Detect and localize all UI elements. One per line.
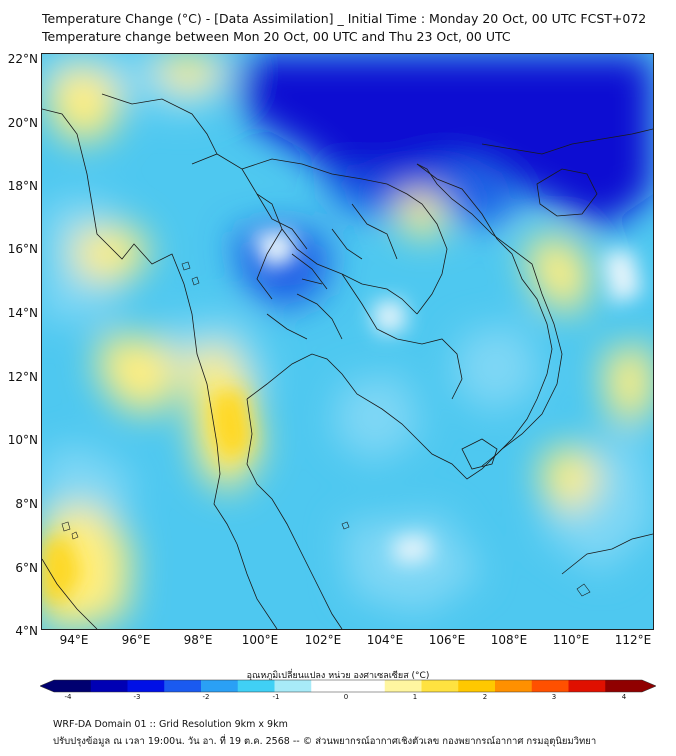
laos-border <box>241 158 448 315</box>
malay-peninsula-east <box>246 398 343 629</box>
lon-label-100e: 100°E <box>241 633 279 647</box>
malay-peninsula-west <box>236 543 278 629</box>
colorbar-tick-label: 0 <box>343 693 349 701</box>
colorbar <box>40 679 656 693</box>
lon-label-102e: 102°E <box>304 633 342 647</box>
colorbar-tick-label: 1 <box>412 693 418 701</box>
country-boundaries <box>42 93 653 629</box>
colorbar-segment <box>421 680 459 692</box>
island-outlines <box>61 261 591 597</box>
map-panel <box>41 53 654 630</box>
footer-model-info: WRF-DA Domain 01 :: Grid Resolution 9km … <box>53 719 288 730</box>
colorbar-segment <box>348 680 386 692</box>
mekong-delta <box>461 438 498 470</box>
lat-label-20n: 20°N <box>7 116 38 130</box>
colorbar-segment <box>54 680 92 692</box>
colorbar-segment <box>311 680 349 692</box>
temperature-change-map <box>42 54 653 629</box>
lon-label-106e: 106°E <box>428 633 466 647</box>
lon-label-108e: 108°E <box>490 633 528 647</box>
lat-label-4n: 4°N <box>15 624 38 638</box>
colorbar-segment <box>237 680 275 692</box>
footer-credit: ปรับปรุงข้อมูล ณ เวลา 19:00น. วัน อา. ที… <box>53 736 597 747</box>
chart-subtitle: Temperature change between Mon 20 Oct, 0… <box>42 29 511 44</box>
colorbar-segment <box>201 680 239 692</box>
chart-title: Temperature Change (°C) - [Data Assimila… <box>42 11 647 26</box>
lon-label-94e: 94°E <box>59 633 89 647</box>
lat-label-6n: 6°N <box>15 561 38 575</box>
colorbar-segment <box>458 680 496 692</box>
hainan <box>536 168 598 217</box>
colorbar-tick-label: -1 <box>272 693 280 701</box>
colorbar-segment <box>90 680 128 692</box>
lon-label-96e: 96°E <box>121 633 151 647</box>
vietnam-coast <box>416 163 553 467</box>
thai-provinces-2 <box>266 203 398 340</box>
colorbar-min-extend <box>40 680 54 692</box>
lon-label-104e: 104°E <box>366 633 404 647</box>
myanmar-coast <box>42 108 238 545</box>
lon-label-110e: 110°E <box>552 633 590 647</box>
colorbar-segment <box>495 680 533 692</box>
lat-label-22n: 22°N <box>7 52 38 66</box>
colorbar-tick-label: 2 <box>482 693 488 701</box>
colorbar-segment <box>274 680 312 692</box>
colorbar-label: อุณหภูมิเปลี่ยนแปลง หน่วย องศาเซลเซียส (… <box>246 671 430 681</box>
colorbar-tick-label: -3 <box>133 693 141 701</box>
colorbar-outline <box>40 679 656 693</box>
china-coast <box>481 128 653 155</box>
lat-label-8n: 8°N <box>15 497 38 511</box>
lat-label-18n: 18°N <box>7 179 38 193</box>
lon-label-98e: 98°E <box>183 633 213 647</box>
sumatra-coast <box>42 558 98 629</box>
colorbar-tick-label: -2 <box>202 693 210 701</box>
lat-label-16n: 16°N <box>7 242 38 256</box>
lat-label-12n: 12°N <box>7 370 38 384</box>
colorbar-max-extend <box>642 680 656 692</box>
lat-label-10n: 10°N <box>7 433 38 447</box>
colorbar-segment <box>568 680 606 692</box>
colorbar-segment <box>127 680 165 692</box>
lon-label-112e: 112°E <box>614 633 652 647</box>
cambodia-border <box>341 273 463 400</box>
borneo-coast <box>561 533 653 575</box>
myanmar-inland <box>101 93 218 155</box>
colorbar-segment <box>605 680 643 692</box>
colorbar-tick-label: 3 <box>551 693 557 701</box>
colorbar-segment <box>384 680 422 692</box>
colorbar-segment <box>164 680 202 692</box>
colorbar-tick-label: 4 <box>621 693 627 701</box>
colorbar-tick-label: -4 <box>64 693 72 701</box>
lat-label-14n: 14°N <box>7 306 38 320</box>
thai-provinces-1 <box>256 193 343 340</box>
colorbar-segment <box>531 680 569 692</box>
